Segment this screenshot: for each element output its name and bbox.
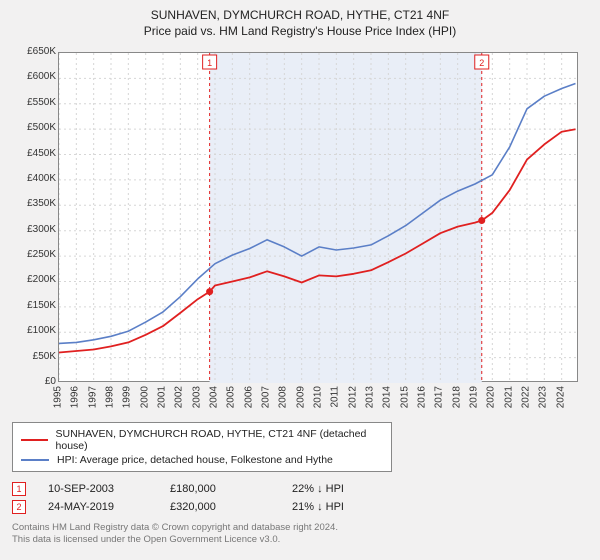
chart-area: 12 £0£50K£100K£150K£200K£250K£300K£350K£… [12,46,588,416]
x-tick-label: 2002 [174,386,185,408]
x-tick-label: 2017 [434,386,445,408]
y-tick-label: £550K [12,98,56,108]
x-tick-label: 2006 [243,386,254,408]
sale-row: 1 10-SEP-2003 £180,000 22% ↓ HPI [12,480,588,498]
x-tick-label: 1996 [70,386,81,408]
x-tick-label: 2022 [521,386,532,408]
y-tick-label: £50K [12,352,56,362]
x-tick-label: 2020 [486,386,497,408]
x-tick-label: 2003 [191,386,202,408]
sale-date: 24-MAY-2019 [48,501,148,513]
legend-item: HPI: Average price, detached house, Folk… [21,453,383,467]
svg-text:1: 1 [207,58,212,68]
x-tick-label: 2014 [382,386,393,408]
x-tick-label: 2009 [295,386,306,408]
y-tick-label: £250K [12,250,56,260]
x-tick-label: 2001 [157,386,168,408]
x-tick-label: 1995 [53,386,64,408]
x-tick-label: 1997 [87,386,98,408]
legend: SUNHAVEN, DYMCHURCH ROAD, HYTHE, CT21 4N… [12,422,392,472]
x-tick-label: 2007 [261,386,272,408]
x-tick-label: 2004 [209,386,220,408]
x-tick-label: 2016 [417,386,428,408]
y-tick-label: £600K [12,72,56,82]
plot-area: 12 [58,52,578,382]
x-tick-label: 1998 [105,386,116,408]
y-tick-label: £350K [12,199,56,209]
sale-price: £320,000 [170,501,270,513]
y-tick-label: £200K [12,275,56,285]
x-tick-label: 2008 [278,386,289,408]
x-tick-label: 2011 [330,386,341,408]
footer-attribution: Contains HM Land Registry data © Crown c… [12,522,588,547]
x-tick-label: 2024 [555,386,566,408]
legend-label: SUNHAVEN, DYMCHURCH ROAD, HYTHE, CT21 4N… [56,428,383,452]
x-tick-label: 2023 [538,386,549,408]
y-tick-label: £500K [12,123,56,133]
x-tick-label: 1999 [122,386,133,408]
footer-line-2: This data is licensed under the Open Gov… [12,534,588,546]
sale-delta: 22% ↓ HPI [292,483,392,495]
y-tick-label: £650K [12,47,56,57]
x-tick-label: 2012 [347,386,358,408]
footer-line-1: Contains HM Land Registry data © Crown c… [12,522,588,534]
y-tick-label: £100K [12,326,56,336]
sale-price: £180,000 [170,483,270,495]
sale-date: 10-SEP-2003 [48,483,148,495]
legend-swatch [21,439,48,441]
x-tick-label: 2013 [365,386,376,408]
sale-row: 2 24-MAY-2019 £320,000 21% ↓ HPI [12,498,588,516]
y-tick-label: £450K [12,149,56,159]
y-tick-label: £300K [12,225,56,235]
svg-text:2: 2 [479,58,484,68]
sale-delta: 21% ↓ HPI [292,501,392,513]
title-line-2: Price paid vs. HM Land Registry's House … [12,24,588,38]
x-tick-label: 2021 [503,386,514,408]
y-tick-label: £150K [12,301,56,311]
y-tick-label: £0 [12,377,56,387]
sale-events: 1 10-SEP-2003 £180,000 22% ↓ HPI 2 24-MA… [12,480,588,516]
title-line-1: SUNHAVEN, DYMCHURCH ROAD, HYTHE, CT21 4N… [12,8,588,22]
legend-item: SUNHAVEN, DYMCHURCH ROAD, HYTHE, CT21 4N… [21,427,383,453]
sale-marker-icon: 1 [12,482,26,496]
chart-svg: 12 [59,53,579,383]
x-tick-label: 2019 [469,386,480,408]
sale-marker-id: 2 [16,502,21,512]
x-tick-label: 2010 [313,386,324,408]
legend-swatch [21,459,49,461]
sale-marker-id: 1 [16,484,21,494]
y-tick-label: £400K [12,174,56,184]
legend-label: HPI: Average price, detached house, Folk… [57,454,333,466]
x-tick-label: 2018 [451,386,462,408]
x-tick-label: 2015 [399,386,410,408]
sale-marker-icon: 2 [12,500,26,514]
x-tick-label: 2000 [139,386,150,408]
chart-card: SUNHAVEN, DYMCHURCH ROAD, HYTHE, CT21 4N… [0,0,600,560]
x-tick-label: 2005 [226,386,237,408]
